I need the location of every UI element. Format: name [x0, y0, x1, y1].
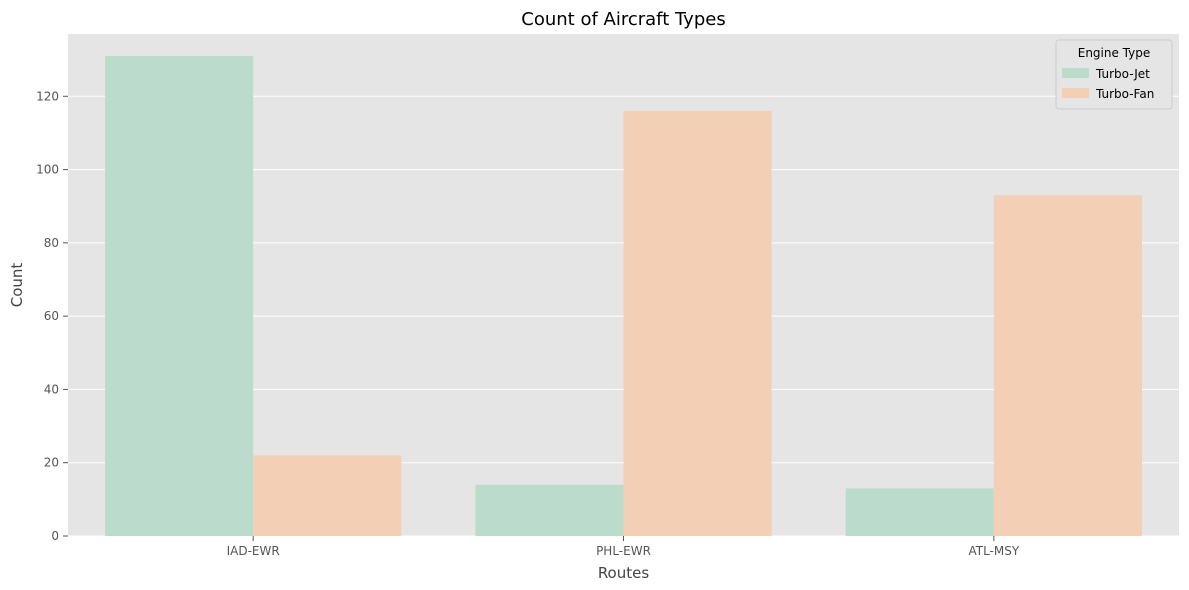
y-tick-label-80: 80	[44, 236, 59, 250]
chart-title: Count of Aircraft Types	[521, 9, 725, 30]
bar-phl-ewr-turbo-fan	[623, 110, 772, 536]
bar-phl-ewr-turbo-jet	[475, 484, 624, 536]
legend: Engine Type Turbo-Jet Turbo-Fan	[1055, 39, 1173, 110]
y-tick-label-100: 100	[36, 163, 59, 177]
x-ticks: IAD-EWR PHL-EWR ATL-MSY	[227, 536, 1020, 558]
legend-swatch-turbo-fan	[1062, 88, 1089, 98]
bar-atl-msy-turbo-jet	[845, 488, 994, 536]
bar-iad-ewr-turbo-jet	[105, 55, 254, 536]
legend-label-turbo-jet: Turbo-Jet	[1095, 67, 1150, 81]
x-tick-label-atl-msy: ATL-MSY	[968, 544, 1019, 558]
y-axis-label: Count	[8, 263, 26, 308]
y-tick-label-20: 20	[44, 456, 59, 470]
x-axis-label: Routes	[598, 564, 650, 582]
x-tick-label-iad-ewr: IAD-EWR	[227, 544, 280, 558]
x-tick-label-phl-ewr: PHL-EWR	[596, 544, 651, 558]
y-tick-label-40: 40	[44, 382, 59, 396]
y-tick-label-120: 120	[36, 89, 59, 103]
y-ticks: 0 20 40 60 80 100 120	[36, 89, 68, 543]
y-tick-label-60: 60	[44, 309, 59, 323]
legend-swatch-turbo-jet	[1062, 68, 1089, 78]
legend-label-turbo-fan: Turbo-Fan	[1095, 87, 1154, 101]
y-tick-label-0: 0	[51, 529, 59, 543]
legend-title: Engine Type	[1078, 46, 1151, 60]
bar-iad-ewr-turbo-fan	[253, 455, 402, 536]
bars-group	[105, 55, 1142, 537]
bar-atl-msy-turbo-fan	[993, 195, 1142, 537]
